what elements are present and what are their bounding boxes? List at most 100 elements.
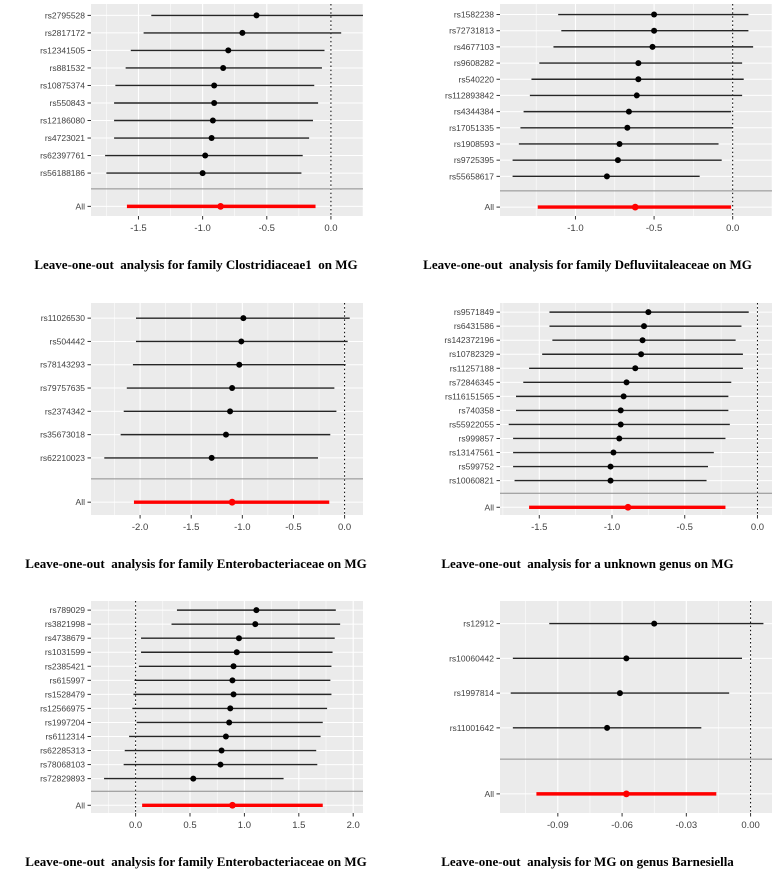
panel-title: Leave-one-out analysis for family Entero…: [25, 854, 367, 869]
point-estimate: [199, 170, 206, 177]
snp-label: rs112893842: [445, 90, 494, 100]
point-estimate: [218, 747, 225, 754]
snp-label: rs1582238: [454, 10, 494, 20]
x-tick-label: -0.03: [676, 820, 698, 831]
point-estimate: [210, 82, 217, 89]
point-estimate: [614, 157, 621, 164]
snp-label: rs2374342: [44, 406, 84, 416]
point-estimate: [603, 173, 610, 180]
forest-plot: rs1582238 rs72731813 rs4677103 rs9608282 rs5…: [392, 4, 783, 238]
panel-title: Leave-one-out analysis for a unknown gen…: [441, 556, 734, 571]
snp-label: rs78068103: [40, 760, 85, 770]
point-estimate: [226, 408, 233, 415]
snp-label: rs1031599: [44, 647, 84, 657]
forest-panel-enterobacteriaceae-2: rs789029 rs3821998 rs4738679 rs1031599 rs238…: [0, 585, 392, 884]
point-estimate: [638, 351, 645, 358]
point-estimate: [230, 663, 237, 670]
point-estimate: [219, 64, 226, 71]
forest-plot-svg: rs789029 rs3821998 rs4738679 rs1031599 rs238…: [40, 601, 363, 831]
snp-label: rs789029: [49, 605, 85, 615]
point-estimate: [208, 135, 215, 142]
x-tick-label: 0.0: [128, 820, 141, 831]
snp-label: rs55922055: [449, 419, 494, 429]
forest-plot-svg: rs12912 rs10060442 rs1997814 rs11001642 All -…: [449, 601, 772, 831]
forest-panel-clostridiaceae1: rs2795528 rs2817172 rs12341505 rs881532 rs10…: [0, 0, 392, 295]
snp-label: rs10060821: [449, 476, 494, 486]
snp-label: rs17051335: [449, 123, 494, 133]
snp-label: rs55658617: [449, 171, 494, 181]
point-estimate: [237, 338, 244, 345]
snp-label: rs504442: [49, 336, 85, 346]
forest-plot: rs2795528 rs2817172 rs12341505 rs881532 rs10…: [1, 4, 392, 238]
snp-label: rs1528479: [44, 689, 84, 699]
plot-background: [90, 303, 363, 515]
snp-label: rs4723021: [44, 133, 84, 143]
point-estimate: [239, 315, 246, 322]
x-tick-label: -1.0: [567, 223, 583, 234]
x-tick-label: -0.5: [677, 522, 693, 533]
all-point-estimate: [228, 801, 236, 809]
point-estimate: [222, 733, 229, 740]
point-estimate: [210, 99, 217, 106]
x-tick-label: -0.5: [646, 223, 662, 234]
snp-label: rs142372196: [444, 335, 494, 345]
plot-background: [500, 601, 772, 813]
snp-label: rs4344384: [454, 107, 494, 117]
snp-label: rs72846345: [449, 377, 494, 387]
forest-plot: rs789029 rs3821998 rs4738679 rs1031599 rs238…: [1, 601, 392, 835]
x-tick-label: -1.5: [183, 522, 199, 533]
x-tick-label: -1.0: [234, 522, 250, 533]
point-estimate: [641, 323, 647, 330]
x-tick-label: 2.0: [346, 820, 359, 831]
all-label: All: [485, 502, 495, 512]
snp-label: rs550843: [49, 98, 85, 108]
snp-label: rs740358: [459, 405, 495, 415]
x-tick-label: 1.0: [237, 820, 250, 831]
forest-plot: rs12912 rs10060442 rs1997814 rs11001642 All -…: [392, 601, 783, 835]
point-estimate: [635, 76, 642, 83]
snp-label: rs56188186: [40, 168, 85, 178]
snp-label: rs72829893: [40, 774, 85, 784]
snp-label: rs10060442: [449, 653, 494, 663]
point-estimate: [230, 691, 237, 698]
x-tick-label: -1.0: [604, 522, 620, 533]
snp-label: rs10875374: [40, 80, 85, 90]
snp-label: rs72731813: [449, 26, 494, 36]
forest-panel-enterobacteriaceae-1: rs11026530 rs504442 rs78143293 rs79757635 rs…: [0, 295, 392, 585]
x-tick-label: -1.5: [130, 223, 146, 234]
snp-label: rs12912: [463, 619, 494, 629]
snp-label: rs6112314: [45, 731, 85, 741]
point-estimate: [226, 705, 233, 712]
point-estimate: [222, 431, 229, 438]
snp-label: rs10782329: [449, 349, 494, 359]
point-estimate: [253, 12, 260, 19]
point-estimate: [607, 477, 614, 484]
all-point-estimate: [622, 790, 630, 798]
snp-label: rs1997204: [44, 717, 84, 727]
snp-label: rs2385421: [44, 661, 84, 671]
point-estimate: [607, 463, 614, 470]
all-point-estimate: [216, 202, 224, 210]
snp-label: rs881532: [49, 63, 85, 73]
point-estimate: [235, 361, 242, 368]
all-label: All: [485, 202, 495, 212]
snp-label: rs12566975: [40, 703, 85, 713]
point-estimate: [252, 607, 259, 614]
snp-label: rs3821998: [44, 619, 84, 629]
point-estimate: [645, 309, 652, 316]
snp-label: rs2795528: [44, 10, 84, 20]
point-estimate: [635, 60, 642, 67]
forest-plot-svg: rs2795528 rs2817172 rs12341505 rs881532 rs10…: [40, 4, 363, 234]
x-tick-label: 0.0: [726, 223, 739, 234]
snp-label: rs1908593: [454, 139, 494, 149]
snp-label: rs79757635: [40, 383, 85, 393]
snp-label: rs62285313: [40, 746, 85, 756]
snp-label: rs11257188: [450, 363, 495, 373]
forest-panel-barnesiella: rs12912 rs10060442 rs1997814 rs11001642 All -…: [392, 585, 783, 884]
point-estimate: [625, 108, 632, 115]
x-tick-label: 0.00: [741, 820, 760, 831]
forest-plot: rs9571849 rs6431586 rs142372196 rs10782329 r…: [392, 303, 783, 537]
all-label: All: [75, 800, 85, 810]
x-tick-label: -0.5: [258, 223, 274, 234]
point-estimate: [616, 690, 623, 697]
